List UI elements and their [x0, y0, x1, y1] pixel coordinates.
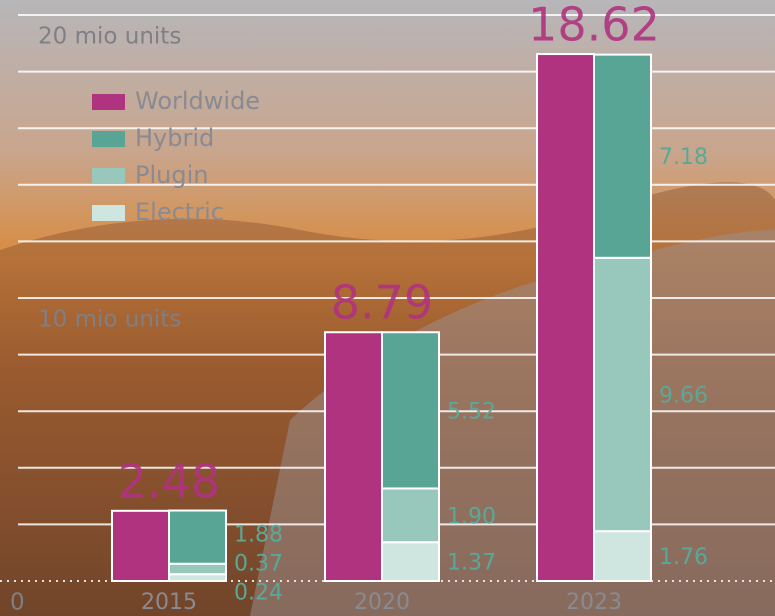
- stack-segment: [168, 562, 227, 576]
- stack-value-label: 5.52: [447, 399, 496, 424]
- stack-segment: [381, 541, 440, 583]
- legend-label: Worldwide: [135, 87, 260, 115]
- legend-swatch: [92, 168, 125, 184]
- stack-segment: [381, 487, 440, 544]
- stack-value-label: 9.66: [659, 384, 708, 409]
- stack-value-label: 0.37: [234, 552, 283, 577]
- total-bar: [111, 509, 170, 583]
- stack-value-label: 1.88: [234, 523, 283, 548]
- legend-label: Electric: [135, 198, 224, 226]
- total-value-label: 8.79: [331, 276, 433, 330]
- stack-segment: [168, 573, 227, 583]
- total-bar: [324, 331, 383, 583]
- stack-value-label: 1.90: [447, 504, 496, 529]
- stack-value-label: 1.76: [659, 545, 708, 570]
- y-tick-label: 10 mio units: [38, 307, 181, 333]
- legend-swatch: [92, 94, 125, 110]
- stack-segment: [593, 53, 652, 259]
- stack-segment: [168, 509, 227, 565]
- total-bar: [536, 53, 595, 582]
- x-tick-label: 2020: [354, 590, 410, 615]
- stack-segment: [593, 530, 652, 583]
- x-tick-label: 2015: [141, 590, 197, 615]
- stack-value-label: 7.18: [659, 145, 708, 170]
- stack-segment: [381, 331, 440, 490]
- stack-segment: [593, 256, 652, 533]
- y-tick-label: 20 mio units: [38, 24, 181, 50]
- stack-value-label: 1.37: [447, 551, 496, 576]
- legend-label: Plugin: [135, 161, 208, 189]
- total-value-label: 2.48: [118, 454, 220, 508]
- legend-swatch: [92, 205, 125, 221]
- y-tick-label: 0: [10, 590, 25, 616]
- total-value-label: 18.62: [528, 0, 660, 52]
- stack-value-label: 0.24: [234, 581, 283, 606]
- legend-label: Hybrid: [135, 124, 214, 152]
- legend-swatch: [92, 131, 125, 147]
- x-tick-label: 2023: [566, 590, 622, 615]
